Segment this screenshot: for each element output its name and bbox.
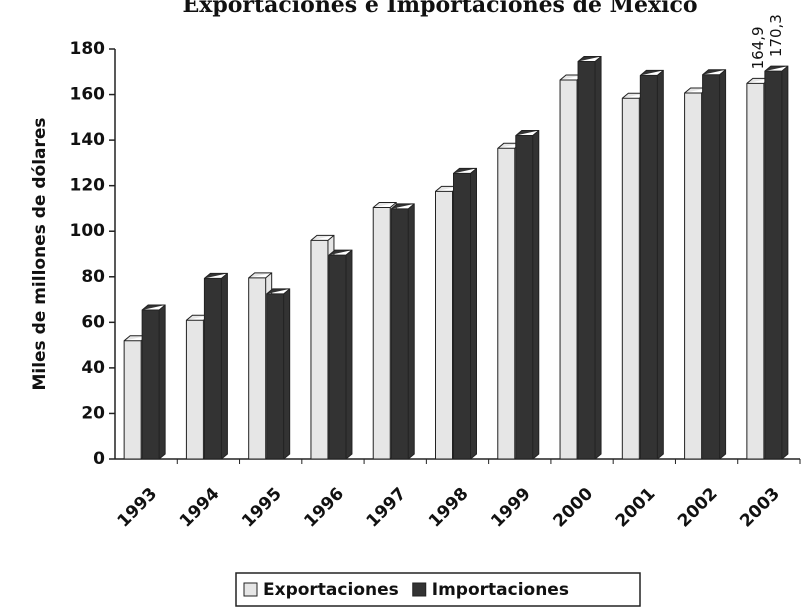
bar bbox=[515, 130, 540, 460]
bar bbox=[328, 249, 353, 460]
y-tick-label: 0 bbox=[93, 449, 105, 469]
bar bbox=[248, 272, 273, 460]
value-label: 164,9 bbox=[749, 26, 767, 69]
y-tick-label: 80 bbox=[81, 267, 105, 287]
legend-label: Importaciones bbox=[432, 580, 569, 600]
y-tick-label: 160 bbox=[70, 85, 106, 105]
legend-swatch bbox=[412, 582, 427, 597]
y-tick-label: 60 bbox=[81, 312, 105, 332]
bar bbox=[141, 304, 166, 460]
y-tick-label: 20 bbox=[81, 403, 105, 423]
bar bbox=[497, 142, 522, 460]
value-label: 170,3 bbox=[767, 14, 785, 57]
bar bbox=[577, 56, 602, 460]
bar bbox=[764, 65, 789, 460]
y-tick-label: 140 bbox=[70, 130, 106, 150]
bar bbox=[372, 202, 397, 460]
legend-swatch bbox=[243, 582, 258, 597]
bar bbox=[453, 167, 477, 460]
legend-label: Exportaciones bbox=[263, 580, 399, 600]
y-tick-label: 40 bbox=[81, 358, 105, 378]
bar bbox=[266, 288, 291, 460]
bar bbox=[203, 272, 228, 460]
bar bbox=[639, 69, 664, 460]
legend-box bbox=[235, 572, 641, 607]
chart-title: Exportaciones e Importaciones de México bbox=[182, 0, 697, 18]
bar bbox=[702, 69, 727, 460]
y-tick-label: 180 bbox=[70, 39, 106, 59]
y-tick-label: 100 bbox=[70, 221, 106, 241]
bar bbox=[390, 203, 415, 460]
y-tick-label: 120 bbox=[70, 176, 106, 196]
bar bbox=[310, 234, 335, 460]
y-axis-label: Miles de millones de dólares bbox=[30, 117, 50, 390]
